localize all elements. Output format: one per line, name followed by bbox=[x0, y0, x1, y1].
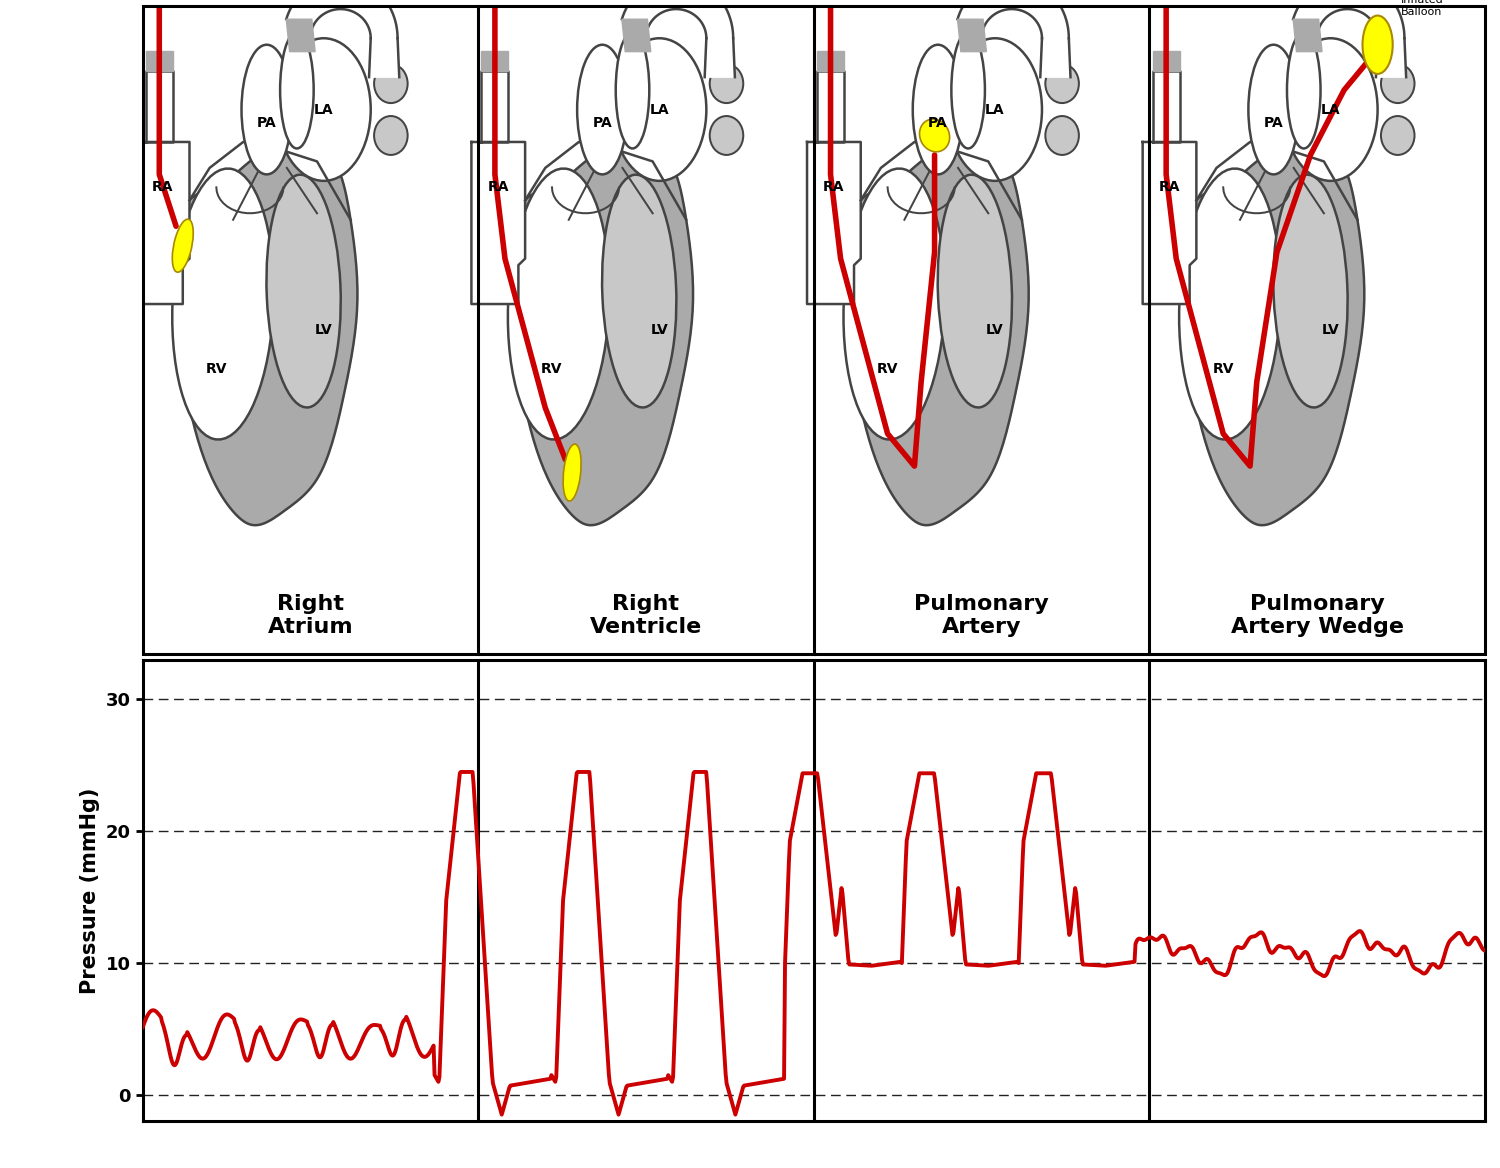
Ellipse shape bbox=[612, 39, 706, 181]
Polygon shape bbox=[1376, 39, 1406, 77]
Ellipse shape bbox=[1382, 116, 1414, 155]
Polygon shape bbox=[705, 39, 735, 77]
Ellipse shape bbox=[951, 32, 986, 148]
Text: LA: LA bbox=[314, 103, 333, 117]
Ellipse shape bbox=[1046, 64, 1078, 103]
Text: LA: LA bbox=[986, 103, 1005, 117]
Polygon shape bbox=[136, 142, 189, 304]
Ellipse shape bbox=[280, 32, 314, 148]
Text: RV: RV bbox=[542, 362, 562, 376]
Polygon shape bbox=[1293, 0, 1404, 39]
Polygon shape bbox=[847, 147, 1029, 526]
Ellipse shape bbox=[914, 44, 963, 174]
Polygon shape bbox=[369, 39, 399, 77]
Text: Pulmonary
Artery: Pulmonary Artery bbox=[914, 593, 1048, 637]
Ellipse shape bbox=[602, 175, 676, 408]
Text: RA: RA bbox=[824, 180, 844, 194]
Text: LV: LV bbox=[651, 324, 668, 336]
Polygon shape bbox=[622, 0, 734, 39]
Ellipse shape bbox=[509, 168, 609, 439]
Ellipse shape bbox=[1362, 15, 1392, 74]
Polygon shape bbox=[1152, 51, 1179, 70]
Polygon shape bbox=[471, 142, 525, 304]
Ellipse shape bbox=[374, 116, 408, 155]
Text: LV: LV bbox=[986, 324, 1004, 336]
Text: RV: RV bbox=[206, 362, 226, 376]
Ellipse shape bbox=[1287, 32, 1320, 148]
Ellipse shape bbox=[1046, 116, 1078, 155]
Polygon shape bbox=[1184, 147, 1365, 526]
Ellipse shape bbox=[276, 39, 370, 181]
Polygon shape bbox=[1293, 19, 1322, 51]
Text: PA: PA bbox=[592, 116, 612, 130]
Polygon shape bbox=[512, 147, 693, 526]
Ellipse shape bbox=[920, 119, 950, 152]
Polygon shape bbox=[286, 0, 398, 39]
Text: Inflated
Balloon: Inflated Balloon bbox=[1401, 0, 1444, 16]
Ellipse shape bbox=[172, 168, 274, 439]
Ellipse shape bbox=[1179, 168, 1281, 439]
Polygon shape bbox=[176, 147, 357, 526]
Polygon shape bbox=[818, 70, 844, 142]
Ellipse shape bbox=[1284, 39, 1377, 181]
Polygon shape bbox=[482, 51, 508, 70]
Polygon shape bbox=[818, 51, 844, 70]
Text: PA: PA bbox=[1263, 116, 1284, 130]
Polygon shape bbox=[146, 51, 172, 70]
Text: Pulmonary
Artery Wedge: Pulmonary Artery Wedge bbox=[1230, 593, 1404, 637]
Polygon shape bbox=[957, 0, 1070, 39]
Text: RA: RA bbox=[488, 180, 508, 194]
Y-axis label: Pressure (mmHg): Pressure (mmHg) bbox=[80, 787, 100, 994]
Polygon shape bbox=[482, 70, 508, 142]
Polygon shape bbox=[807, 142, 861, 304]
Polygon shape bbox=[146, 70, 172, 142]
Text: LA: LA bbox=[650, 103, 669, 117]
Ellipse shape bbox=[938, 175, 1013, 408]
Text: RA: RA bbox=[1160, 180, 1180, 194]
Text: PA: PA bbox=[928, 116, 948, 130]
Ellipse shape bbox=[843, 168, 945, 439]
Polygon shape bbox=[1152, 70, 1179, 142]
Ellipse shape bbox=[615, 32, 650, 148]
Ellipse shape bbox=[1382, 64, 1414, 103]
Ellipse shape bbox=[710, 64, 744, 103]
Text: Right
Ventricle: Right Ventricle bbox=[590, 593, 702, 637]
Text: LA: LA bbox=[1322, 103, 1341, 117]
Ellipse shape bbox=[948, 39, 1042, 181]
Polygon shape bbox=[622, 19, 651, 51]
Polygon shape bbox=[957, 19, 987, 51]
Ellipse shape bbox=[710, 116, 744, 155]
Polygon shape bbox=[286, 19, 315, 51]
Ellipse shape bbox=[374, 64, 408, 103]
Text: LV: LV bbox=[315, 324, 333, 336]
Text: PA: PA bbox=[256, 116, 276, 130]
Text: RV: RV bbox=[1212, 362, 1234, 376]
Polygon shape bbox=[1041, 39, 1071, 77]
Ellipse shape bbox=[242, 44, 292, 174]
Ellipse shape bbox=[1248, 44, 1299, 174]
Text: Right
Atrium: Right Atrium bbox=[267, 593, 352, 637]
Ellipse shape bbox=[1274, 175, 1347, 408]
Ellipse shape bbox=[267, 175, 340, 408]
Polygon shape bbox=[1143, 142, 1197, 304]
Text: RA: RA bbox=[152, 180, 174, 194]
Text: LV: LV bbox=[1322, 324, 1340, 336]
Ellipse shape bbox=[578, 44, 627, 174]
Ellipse shape bbox=[562, 444, 580, 501]
Ellipse shape bbox=[172, 220, 194, 272]
Text: RV: RV bbox=[878, 362, 898, 376]
